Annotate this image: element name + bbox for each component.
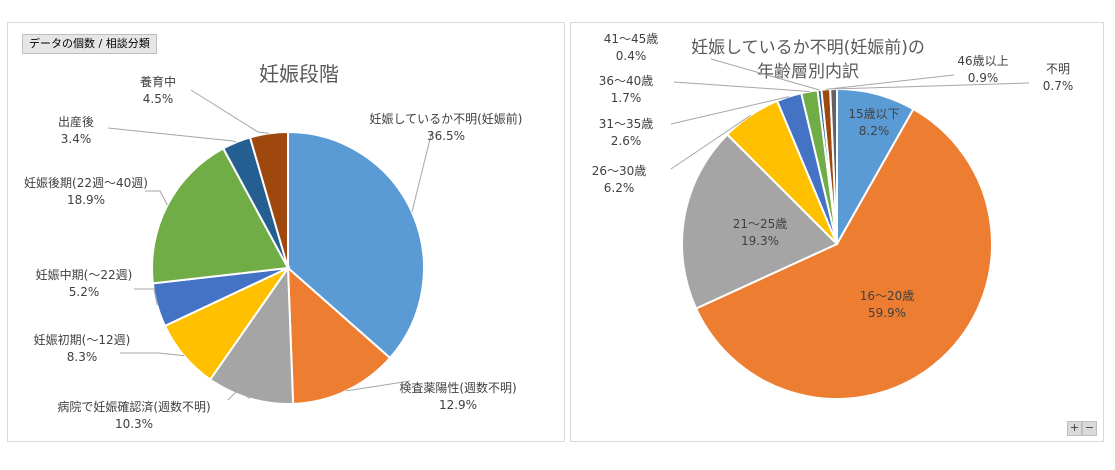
- right-value-6: 0.4%: [616, 49, 647, 63]
- right-leader-5: [673, 81, 810, 92]
- right-label-1: 16〜20歳: [860, 289, 915, 303]
- right-value-2: 19.3%: [741, 234, 779, 248]
- right-label-4: 31〜35歳: [599, 117, 654, 131]
- right-leader-4: [670, 96, 790, 125]
- right-leader-3: [670, 114, 751, 170]
- right-label-6: 41〜45歳: [604, 32, 659, 46]
- chart-title-right-line2: 年齢層別内訳: [757, 62, 859, 82]
- left-leader-1: [346, 380, 411, 392]
- left-value-5: 18.9%: [67, 193, 105, 207]
- right-label-5: 36〜40歳: [599, 74, 654, 88]
- left-slice-0[interactable]: [287, 130, 425, 360]
- right-label-8: 不明: [1046, 62, 1070, 76]
- chart-title-right-line1: 妊娠しているか不明(妊娠前)の: [691, 38, 925, 58]
- right-value-8: 0.7%: [1043, 79, 1074, 93]
- left-label-1: 検査薬陽性(週数不明): [399, 380, 516, 395]
- right-value-3: 6.2%: [604, 181, 635, 195]
- right-value-5: 1.7%: [611, 91, 642, 105]
- pivot-field-button[interactable]: データの個数 / 相談分類: [22, 34, 157, 54]
- left-label-6: 出産後: [58, 114, 94, 129]
- right-leader-6: [710, 58, 820, 91]
- zoom-in-button[interactable]: +: [1067, 421, 1082, 436]
- chart-area-pregnancy-stage[interactable]: データの個数 / 相談分類 妊娠段階妊娠しているか不明(妊娠前) 36.5% 検査薬…: [7, 22, 565, 442]
- left-leader-3: [120, 352, 185, 357]
- left-labels: 妊娠しているか不明(妊娠前) 36.5% 検査薬陽性(週数不明) 12.9% 病院で妊娠…: [24, 74, 522, 431]
- left-value-0: 36.5%: [427, 129, 465, 143]
- left-label-5: 妊娠後期(22週〜40週): [24, 176, 148, 190]
- left-leader-6: [107, 127, 237, 143]
- left-leader-0: [411, 130, 433, 213]
- left-leader-2: [227, 389, 250, 401]
- left-slices: [151, 130, 425, 405]
- chart-title-left: 妊娠段階: [259, 62, 339, 86]
- left-value-2: 10.3%: [115, 417, 153, 431]
- right-leader-7: [825, 74, 955, 90]
- chart-area-age-breakdown[interactable]: 妊娠しているか不明(妊娠前)の 年齢層別内訳 15歳以下 8.2% 16〜20歳 59.9…: [570, 22, 1104, 442]
- right-label-2: 21〜25歳: [733, 217, 788, 231]
- left-leader-5: [145, 190, 168, 206]
- right-labels: 15歳以下 8.2% 16〜20歳 59.9% 21〜25歳 19.3% 26〜30歳 6.2…: [592, 32, 1074, 320]
- right-label-7: 46歳以上: [957, 54, 1008, 68]
- left-value-4: 5.2%: [69, 285, 100, 299]
- left-label-0: 妊娠しているか不明(妊娠前): [369, 111, 522, 126]
- left-value-6: 3.4%: [61, 132, 92, 146]
- right-value-0: 8.2%: [859, 124, 890, 138]
- right-label-3: 26〜30歳: [592, 164, 647, 178]
- left-label-4: 妊娠中期(〜22週): [36, 267, 133, 282]
- left-label-7: 養育中: [140, 74, 176, 89]
- right-slice-1[interactable]: [694, 107, 993, 400]
- right-value-4: 2.6%: [611, 134, 642, 148]
- left-leader-7: [190, 89, 269, 134]
- right-slice-2[interactable]: [681, 133, 839, 310]
- left-slice-5[interactable]: [151, 147, 290, 285]
- left-value-1: 12.9%: [439, 398, 477, 412]
- right-value-7: 0.9%: [968, 71, 999, 85]
- left-leader-4: [134, 288, 158, 306]
- left-label-3: 妊娠初期(〜12週): [34, 333, 131, 347]
- right-leader-8: [833, 82, 1030, 90]
- left-label-2: 病院で妊娠確認済(週数不明): [57, 399, 210, 414]
- left-value-3: 8.3%: [67, 350, 98, 364]
- right-value-1: 59.9%: [868, 306, 906, 320]
- right-label-0: 15歳以下: [848, 107, 899, 121]
- zoom-out-button[interactable]: −: [1082, 421, 1097, 436]
- left-value-7: 4.5%: [143, 92, 174, 106]
- right-slices: [681, 87, 993, 400]
